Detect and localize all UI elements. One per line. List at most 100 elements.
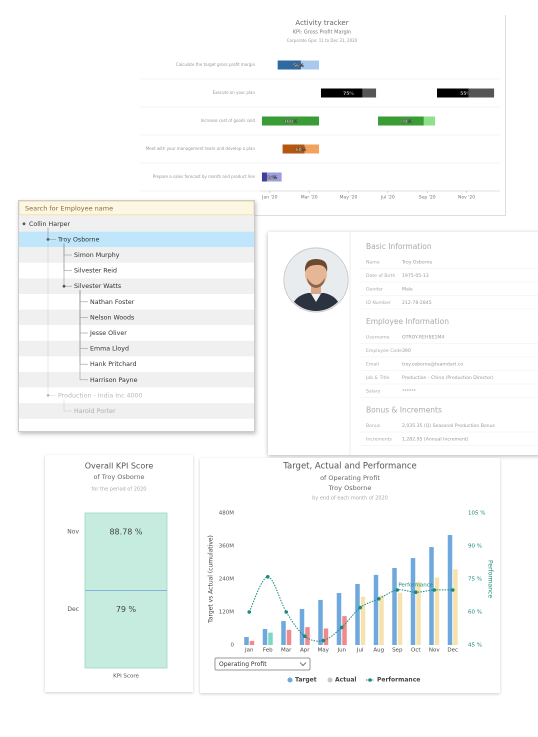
search-placeholder[interactable]: Search for Employee name <box>25 205 113 213</box>
field-value: 212-78-2845 <box>402 300 432 306</box>
tree-row[interactable] <box>19 262 254 279</box>
expand-toggle <box>46 394 50 397</box>
target-bar <box>429 547 434 645</box>
employee-name[interactable]: Simon Murphy <box>74 252 120 259</box>
task-label: Increase cost of goods sold <box>201 118 256 123</box>
x-tick-label: Jan '20 <box>261 195 277 201</box>
target-bar <box>281 621 286 645</box>
field-value: 1,282.95 (Annual Increment) <box>402 437 469 443</box>
period: Corporate Gpo: 11 to Dec 31, 2020 <box>287 38 358 43</box>
employee-name[interactable]: Hank Pritchard <box>90 361 137 368</box>
actual-bar <box>453 569 458 645</box>
employee-tree-panel: Search for Employee name Collin Harper Tr… <box>18 200 255 432</box>
kpi-band <box>84 590 168 669</box>
task-bar <box>261 172 282 182</box>
tree-row[interactable] <box>19 372 254 388</box>
employee-name[interactable]: Harold Porter <box>74 408 116 415</box>
period: by end of each month of 2020 <box>312 496 388 502</box>
tree-row[interactable] <box>19 278 254 294</box>
tree-row[interactable] <box>19 294 254 310</box>
target-bar <box>318 599 323 645</box>
y-tick-label: 240M <box>219 577 234 583</box>
employee-name[interactable]: Troy Osborne <box>57 236 100 243</box>
employee-name[interactable]: Production - India Inc 4000 <box>58 392 143 399</box>
target-bar <box>336 593 342 645</box>
subtitle: of Troy Osborne <box>93 473 144 481</box>
tree-row[interactable] <box>19 309 254 326</box>
dropdown-arrow[interactable] <box>299 662 307 667</box>
target-bar <box>392 568 397 645</box>
legend-marker <box>287 677 293 683</box>
employee-tree: Search for Employee name Collin Harper Tr… <box>19 201 254 419</box>
performance-point <box>376 597 381 601</box>
x-tick-label: Feb <box>263 648 273 654</box>
section-heading: Employee Information <box>366 317 449 326</box>
target-bar <box>410 558 416 645</box>
x-tick-label: Nov <box>429 648 440 654</box>
tree-row[interactable] <box>19 247 254 263</box>
tree-row[interactable] <box>19 387 254 404</box>
x-tick-label: Jan <box>244 648 254 654</box>
employee: Troy Osborne <box>328 484 372 492</box>
task-progress <box>261 172 267 182</box>
x-tick-label: Jun <box>336 648 346 654</box>
expand-toggle <box>62 284 66 288</box>
task-label: Meet with your management team and devel… <box>146 146 256 151</box>
x-tick-label: Nov '20 <box>458 195 475 201</box>
task-progress <box>261 116 320 126</box>
performance-point <box>358 605 363 610</box>
employee-name[interactable]: Silvester Watts <box>74 283 121 290</box>
employee-name[interactable]: Harrison Payne <box>90 377 138 384</box>
task-label: Calculate the target gross profit margin <box>176 62 256 67</box>
performance-point <box>450 588 455 592</box>
field-label: Email <box>366 362 379 368</box>
x-tick-label: Apr <box>300 648 310 654</box>
tree-row[interactable] <box>19 403 254 419</box>
employee-name[interactable]: Jesse Oliver <box>89 330 127 337</box>
expand-toggle <box>22 222 26 226</box>
tree-row[interactable] <box>19 340 254 357</box>
legend-marker <box>368 678 372 682</box>
field-label: Gender <box>366 287 383 293</box>
y-tick-label: 120M <box>219 610 234 616</box>
y2-tick-label: 75 % <box>468 577 482 583</box>
performance-point <box>395 588 400 592</box>
tree-row[interactable] <box>19 356 254 372</box>
employee-name[interactable]: Collin Harper <box>29 221 71 228</box>
x-tick-label: Mar <box>281 648 292 654</box>
progress-label: 60% <box>295 147 306 153</box>
employee-name[interactable]: Silvester Reid <box>74 268 117 275</box>
legend-marker <box>327 677 333 683</box>
tree-row[interactable] <box>19 216 254 232</box>
tree-row[interactable] <box>19 325 254 341</box>
dropdown[interactable] <box>214 657 311 671</box>
employee-name[interactable]: Nelson Woods <box>90 314 134 321</box>
x-tick-label: May '20 <box>340 195 358 201</box>
y-tick-label: 360M <box>219 544 234 550</box>
performance-point <box>413 590 418 594</box>
y-tick-label: 0 <box>231 643 235 649</box>
employee-name[interactable]: Nathan Foster <box>90 299 135 306</box>
performance-point <box>302 634 307 638</box>
performance-point <box>247 610 252 614</box>
field-label: Employee Code <box>366 348 402 354</box>
x-tick-label: Sep '20 <box>419 195 436 201</box>
field-label: Date of Birth <box>366 273 395 279</box>
y2-tick-label: 45 % <box>468 643 482 649</box>
performance-point <box>284 610 289 614</box>
value-label: 88.78 % <box>109 527 142 536</box>
selected-row[interactable] <box>19 231 254 248</box>
task-progress <box>282 144 305 154</box>
field-value: 1975-05-13 <box>402 273 429 279</box>
dropdown-value[interactable]: Operating Profit <box>219 661 267 668</box>
annotation: Performance <box>398 583 433 589</box>
x-label: KPI Score <box>113 674 139 680</box>
x-tick-label: May <box>318 648 330 654</box>
search-box[interactable] <box>19 201 254 216</box>
y2-axis-title: Performance <box>487 560 494 598</box>
activity-tracker-panel: Activity tracker KPI: Gross Profit Margi… <box>140 15 506 216</box>
field-label: Increments <box>366 437 392 443</box>
kpi-chart: Overall KPI Score of Troy Osborne for th… <box>67 462 168 680</box>
employee-name[interactable]: Emma Lloyd <box>90 346 129 353</box>
